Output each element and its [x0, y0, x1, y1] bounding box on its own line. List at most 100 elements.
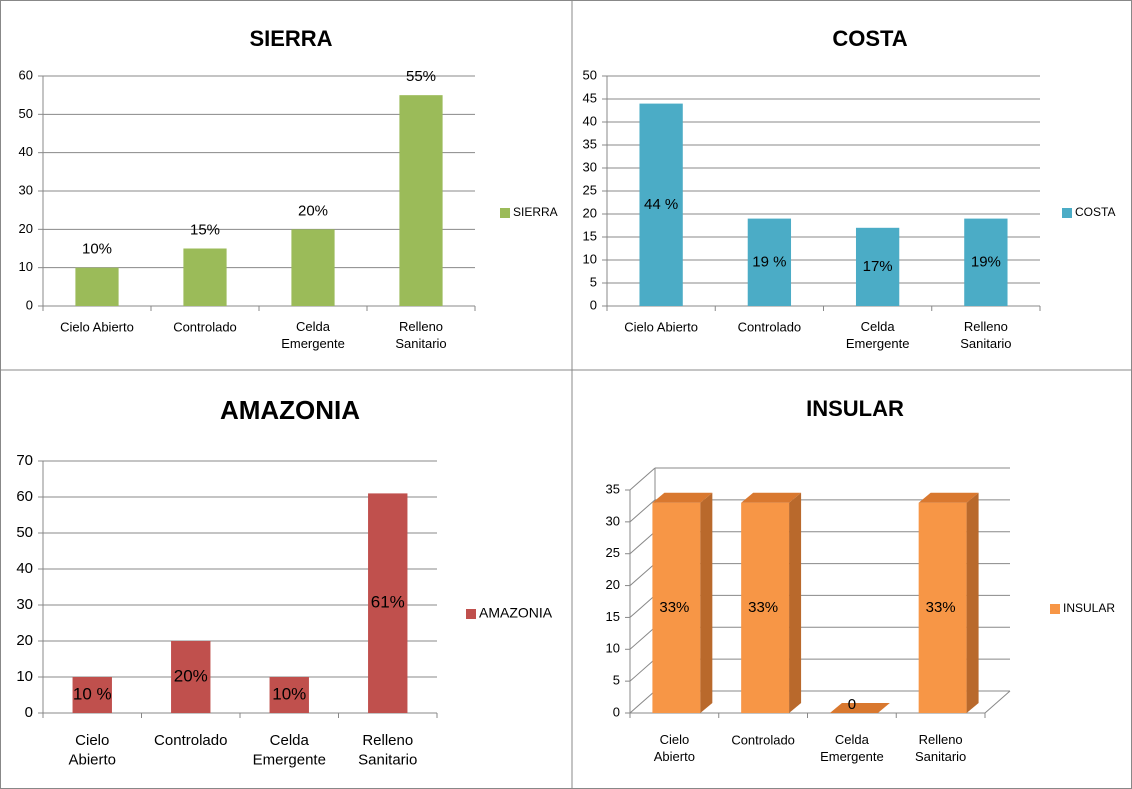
y-tick-label: 50 [583, 67, 597, 82]
bar-top [652, 492, 713, 503]
grid-line [629, 563, 656, 586]
y-tick-label: 20 [606, 577, 620, 592]
y-tick-label: 10 [583, 251, 597, 266]
chart-title: AMAZONIA [220, 395, 360, 425]
data-label: 19% [971, 253, 1001, 270]
bar-top [741, 492, 802, 503]
y-tick-label: 0 [25, 704, 33, 721]
grid-line [629, 499, 656, 523]
x-tick-label: Relleno Sanitario [915, 732, 966, 764]
y-tick-label: 70 [16, 452, 33, 469]
data-label: 10% [272, 684, 306, 703]
data-label: 20% [298, 202, 328, 219]
legend-label: SIERRA [513, 205, 558, 219]
bar [639, 103, 683, 306]
bar-top [829, 703, 890, 713]
x-tick-label: Cielo Abierto [68, 732, 116, 769]
y-tick-label: 5 [590, 274, 597, 289]
y-tick-label: 30 [583, 159, 597, 174]
grid-line [629, 658, 656, 682]
y-tick-label: 35 [606, 481, 620, 496]
legend-swatch [1062, 208, 1072, 218]
x-tick-label: Cielo Abierto [654, 732, 695, 764]
y-tick-label: 10 [19, 259, 33, 274]
grid-line [629, 531, 656, 555]
bar [747, 218, 792, 306]
x-tick-label: Controlado [154, 732, 227, 749]
grid-line [629, 626, 656, 650]
y-tick-label: 10 [16, 668, 33, 685]
y-tick-label: 30 [19, 182, 33, 197]
x-tick-label: Celda Emergente [253, 732, 326, 769]
data-label: 33% [748, 599, 778, 616]
x-tick-label: Celda Emergente [820, 732, 884, 764]
y-tick-label: 20 [583, 205, 597, 220]
y-tick-label: 25 [606, 545, 620, 560]
x-tick-label: Controlado [731, 732, 795, 747]
y-tick-label: 45 [583, 90, 597, 105]
x-tick-label: Relleno Sanitario [960, 319, 1011, 351]
x-tick-label: Controlado [738, 319, 802, 334]
data-label: 61% [371, 593, 405, 612]
legend-label: AMAZONIA [479, 605, 553, 621]
y-tick-label: 10 [606, 641, 620, 656]
x-tick-label: Cielo Abierto [60, 319, 134, 334]
chart-title: SIERRA [249, 26, 332, 51]
data-label: 0 [848, 696, 856, 713]
bar [368, 493, 408, 713]
legend-label: COSTA [1075, 205, 1115, 219]
x-tick-label: Controlado [173, 319, 237, 334]
bar [741, 502, 790, 713]
grid-line [629, 595, 656, 618]
y-tick-label: 50 [16, 524, 33, 541]
y-tick-label: 20 [16, 632, 33, 649]
y-tick-label: 15 [583, 228, 597, 243]
x-tick-label: Relleno Sanitario [395, 319, 446, 351]
y-tick-label: 30 [16, 596, 33, 613]
data-label: 19 % [752, 253, 786, 270]
legend-swatch [500, 208, 510, 218]
bar [171, 641, 211, 713]
y-tick-label: 35 [583, 136, 597, 151]
x-tick-label: Celda Emergente [846, 319, 910, 351]
data-label: 33% [659, 599, 689, 616]
bar [399, 95, 443, 307]
bar-side [789, 492, 802, 713]
legend-swatch [1050, 604, 1060, 614]
data-label: 55% [406, 68, 436, 85]
y-tick-label: 40 [583, 113, 597, 128]
y-tick-label: 25 [583, 182, 597, 197]
bar [72, 677, 112, 713]
y-tick-label: 0 [590, 297, 597, 312]
legend-label: INSULAR [1063, 601, 1115, 615]
data-label: 15% [190, 221, 220, 238]
grid-line [629, 690, 656, 714]
x-tick-label: Relleno Sanitario [358, 732, 417, 769]
bar [75, 267, 119, 306]
y-tick-label: 0 [26, 297, 33, 312]
chart-title: COSTA [832, 26, 907, 51]
y-tick-label: 60 [16, 488, 33, 505]
floor-edge [984, 690, 1011, 714]
y-tick-label: 20 [19, 221, 33, 236]
bar [855, 227, 900, 306]
y-tick-label: 40 [16, 560, 33, 577]
y-tick-label: 30 [606, 513, 620, 528]
bar [918, 502, 967, 713]
legend-swatch [466, 609, 476, 619]
y-tick-label: 50 [19, 106, 33, 121]
data-label: 44 % [644, 196, 678, 213]
bar [964, 218, 1008, 306]
bar-side [966, 492, 979, 713]
bar [183, 248, 227, 306]
y-tick-label: 15 [606, 609, 620, 624]
y-tick-label: 40 [19, 144, 33, 159]
chart-title: INSULAR [806, 396, 904, 421]
data-label: 20% [174, 666, 208, 685]
x-tick-label: Cielo Abierto [624, 319, 698, 334]
y-tick-label: 60 [19, 67, 33, 82]
y-tick-label: 0 [613, 704, 620, 719]
x-tick-label: Celda Emergente [281, 319, 345, 351]
data-label: 33% [926, 599, 956, 616]
